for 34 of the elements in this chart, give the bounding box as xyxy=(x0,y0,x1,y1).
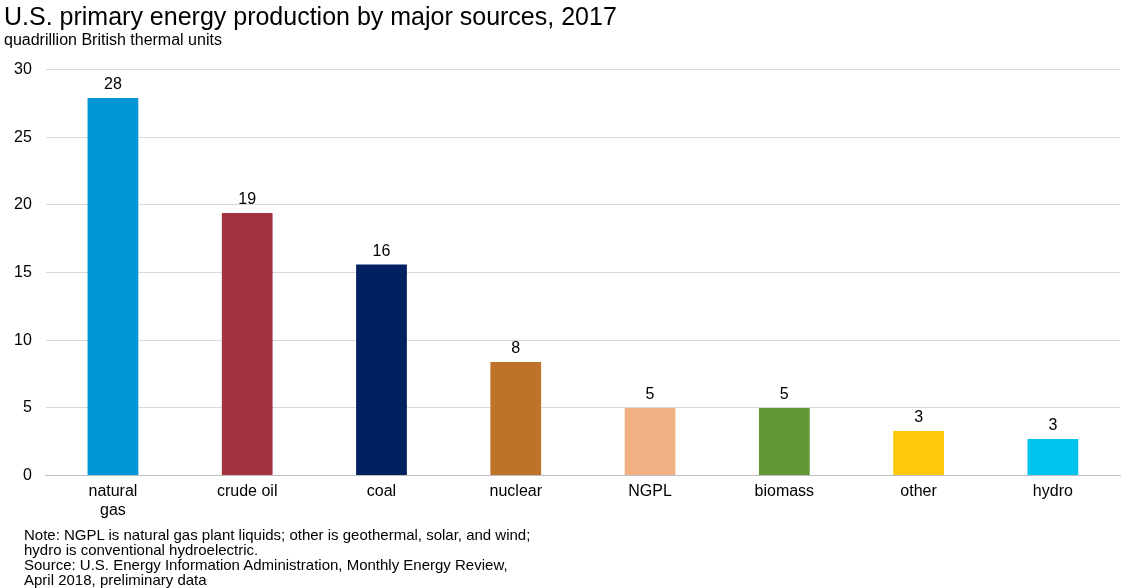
bar xyxy=(356,264,407,476)
y-tick-label: 10 xyxy=(14,330,32,348)
data-label: 16 xyxy=(372,241,391,259)
data-label: 8 xyxy=(511,339,521,357)
bar xyxy=(758,407,810,476)
data-label: 28 xyxy=(104,75,122,93)
x-tick-label: coal xyxy=(366,481,397,499)
y-tick-label: 30 xyxy=(14,60,32,78)
data-label: 3 xyxy=(914,408,924,426)
bar xyxy=(1027,439,1079,476)
bar xyxy=(893,430,944,476)
x-tick-label: other xyxy=(900,481,938,499)
y-tick-label: 25 xyxy=(14,127,32,145)
x-tick-label: hydro xyxy=(1032,481,1073,499)
data-label: 19 xyxy=(238,190,257,208)
chart-title: U.S. primary energy production by major sources, 2017 xyxy=(4,2,617,31)
x-tick-label: natural gas xyxy=(88,481,138,518)
data-label: 5 xyxy=(779,385,789,403)
y-tick-label: 20 xyxy=(14,195,32,213)
bar xyxy=(87,98,139,476)
text: Note: NGPL is natural gas plant liquids; other is geothermal, solar, and wind; xyxy=(24,526,531,543)
bar xyxy=(490,361,542,476)
y-tick-label: 5 xyxy=(22,398,32,416)
bar xyxy=(624,407,676,476)
x-tick-label: nuclear xyxy=(489,481,543,499)
chart-subtitle: quadrillion British thermal units xyxy=(4,31,222,49)
y-tick-label: 0 xyxy=(22,466,32,484)
bar xyxy=(221,213,273,476)
data-label: 5 xyxy=(645,385,655,403)
x-tick-label: biomass xyxy=(754,481,815,499)
x-tick-label: NGPL xyxy=(628,481,672,499)
data-label: 3 xyxy=(1048,416,1058,434)
x-tick-label: crude oil xyxy=(216,481,278,499)
y-tick-label: 15 xyxy=(14,263,32,281)
